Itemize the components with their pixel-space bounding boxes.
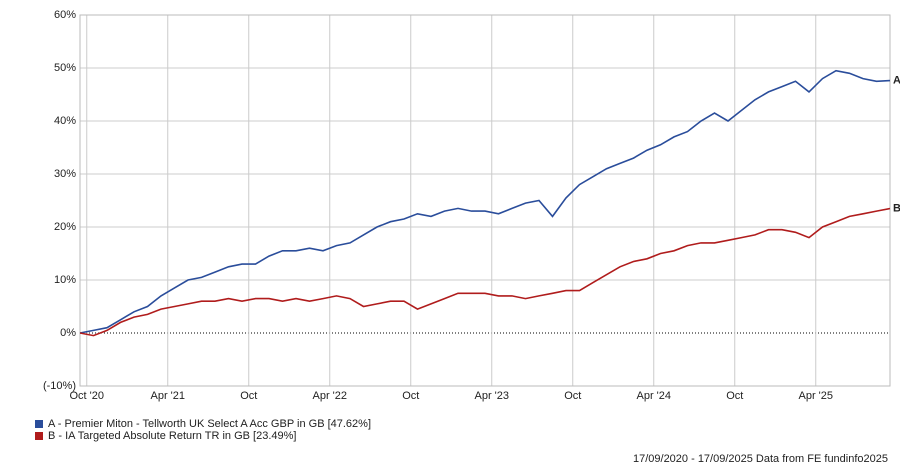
x-tick-label: Oct (240, 390, 257, 402)
legend-swatch (35, 420, 43, 428)
y-tick-label: 30% (54, 168, 76, 180)
x-tick-label: Apr '22 (312, 390, 347, 402)
series-line (79, 69, 891, 334)
y-tick-label: 60% (54, 9, 76, 21)
x-tick-label: Apr '24 (636, 390, 671, 402)
series-line (79, 207, 891, 337)
x-tick-label: Apr '25 (798, 390, 833, 402)
plot-frame (79, 14, 891, 387)
y-tick-label: 20% (54, 221, 76, 233)
y-tick-label: 0% (60, 327, 76, 339)
y-tick-label: 40% (54, 115, 76, 127)
x-tick-label: Oct (564, 390, 581, 402)
y-tick-label: 50% (54, 62, 76, 74)
legend-label: A - Premier Miton - Tellworth UK Select … (48, 418, 371, 430)
y-tick-label: 10% (54, 274, 76, 286)
legend-label: B - IA Targeted Absolute Return TR in GB… (48, 430, 296, 442)
x-tick-label: Apr '23 (474, 390, 509, 402)
series-tag: B (893, 202, 900, 214)
series-tag: A (893, 75, 900, 87)
x-tick-label: Oct '20 (69, 390, 104, 402)
x-tick-label: Oct (402, 390, 419, 402)
legend-swatch (35, 432, 43, 440)
y-tick-label: (-10%) (43, 380, 76, 392)
footer: 17/09/2020 - 17/09/2025 Data from FE fun… (633, 453, 888, 465)
x-tick-label: Oct (726, 390, 743, 402)
x-tick-label: Apr '21 (150, 390, 185, 402)
